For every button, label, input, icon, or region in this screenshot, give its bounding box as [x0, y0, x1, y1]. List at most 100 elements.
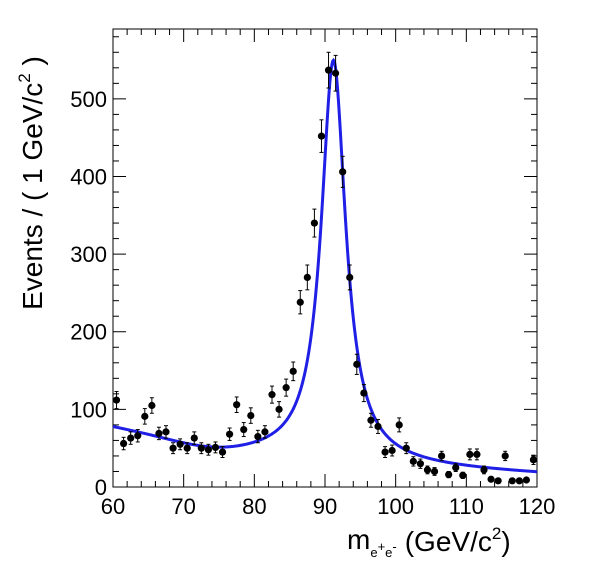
- data-point: [282, 378, 290, 397]
- data-marker: [494, 477, 502, 485]
- data-marker: [332, 69, 340, 77]
- data-marker: [296, 298, 304, 306]
- data-marker: [303, 273, 311, 282]
- data-marker: [402, 444, 410, 452]
- data-marker: [134, 432, 142, 440]
- data-point: [296, 290, 304, 315]
- data-point: [169, 442, 177, 455]
- data-point: [148, 397, 156, 414]
- data-marker: [409, 457, 417, 465]
- data-point: [233, 396, 241, 413]
- data-marker: [423, 466, 432, 474]
- data-marker: [127, 434, 135, 442]
- data-marker: [452, 463, 460, 472]
- data-point: [445, 470, 453, 479]
- x-axis-title-sub1: e: [370, 545, 377, 560]
- data-marker: [360, 389, 368, 397]
- data-marker: [148, 401, 156, 410]
- data-marker: [459, 471, 467, 479]
- data-marker: [310, 219, 318, 227]
- data-point: [529, 454, 538, 465]
- data-marker: [438, 452, 446, 460]
- data-marker: [155, 429, 163, 438]
- data-marker: [480, 466, 488, 474]
- x-axis-title-sub2-sup: -: [392, 539, 396, 554]
- data-point: [402, 442, 410, 455]
- data-point: [197, 442, 205, 455]
- y-tick-label: 500: [70, 87, 107, 112]
- data-point: [409, 456, 417, 467]
- data-point: [275, 401, 283, 418]
- y-tick-label: 300: [70, 242, 107, 267]
- fit-curve: [112, 57, 538, 474]
- data-marker: [388, 446, 396, 455]
- data-point: [317, 119, 326, 153]
- data-marker: [339, 168, 347, 176]
- data-point: [211, 441, 220, 454]
- x-tick-label: 70: [171, 494, 195, 519]
- data-point: [155, 426, 163, 441]
- x-tick-label: 80: [242, 494, 266, 519]
- y-tick-labels: 0 100 200 300 400 500: [70, 87, 107, 500]
- data-point: [162, 425, 170, 439]
- x-tick-label: 120: [519, 494, 556, 519]
- data-point: [127, 431, 135, 445]
- data-marker: [247, 411, 255, 420]
- data-marker: [197, 444, 205, 452]
- data-point: [254, 429, 262, 444]
- data-marker: [466, 450, 474, 458]
- x-tick-labels: 60 70 80 90 100 110 120: [101, 494, 556, 519]
- data-marker: [381, 448, 389, 456]
- data-point: [374, 418, 382, 434]
- data-marker: [353, 360, 361, 368]
- x-axis-title-sub2: e: [385, 545, 392, 560]
- data-marker: [120, 439, 128, 448]
- data-point: [487, 475, 495, 483]
- data-marker: [254, 432, 262, 441]
- data-point: [501, 450, 509, 462]
- data-point: [438, 450, 446, 462]
- data-point: [261, 425, 269, 439]
- data-marker: [430, 467, 439, 476]
- y-tick-label: 0: [95, 475, 107, 500]
- data-point: [204, 443, 212, 456]
- data-point: [423, 465, 432, 475]
- data-marker: [522, 476, 531, 484]
- axis-ticks: [112, 29, 538, 488]
- data-marker: [289, 367, 297, 375]
- x-tick-label: 60: [101, 494, 125, 519]
- data-point: [183, 442, 191, 455]
- data-point: [416, 458, 424, 469]
- data-point: [226, 427, 234, 441]
- data-marker: [162, 428, 170, 436]
- data-point: [240, 422, 248, 438]
- x-axis-title-base: m: [347, 524, 370, 555]
- data-marker: [183, 444, 191, 452]
- data-marker: [211, 443, 220, 452]
- data-marker: [374, 422, 382, 431]
- data-point: [332, 54, 340, 92]
- data-point: [367, 412, 375, 428]
- y-tick-label: 100: [70, 397, 107, 422]
- y-tick-label: 200: [70, 320, 107, 345]
- data-marker: [473, 450, 481, 458]
- data-marker: [445, 470, 453, 479]
- data-point: [112, 391, 121, 410]
- x-axis-title-unit-prefix: (GeV/c: [405, 526, 492, 557]
- data-marker: [515, 477, 523, 485]
- data-point: [346, 264, 354, 291]
- data-point: [141, 408, 149, 425]
- data-point: [190, 431, 198, 445]
- plot-border: [112, 28, 538, 488]
- data-marker: [324, 66, 333, 74]
- data-point: [303, 264, 311, 291]
- data-point: [459, 471, 467, 479]
- x-axis-title-sub1-sup: +: [378, 539, 386, 554]
- data-point: [353, 353, 361, 375]
- data-marker: [176, 440, 184, 448]
- data-point: [515, 477, 523, 485]
- data-point: [134, 429, 142, 443]
- x-axis-title: me+e- (GeV/c2): [347, 524, 511, 560]
- data-marker: [367, 416, 375, 424]
- y-tick-label: 400: [70, 164, 107, 189]
